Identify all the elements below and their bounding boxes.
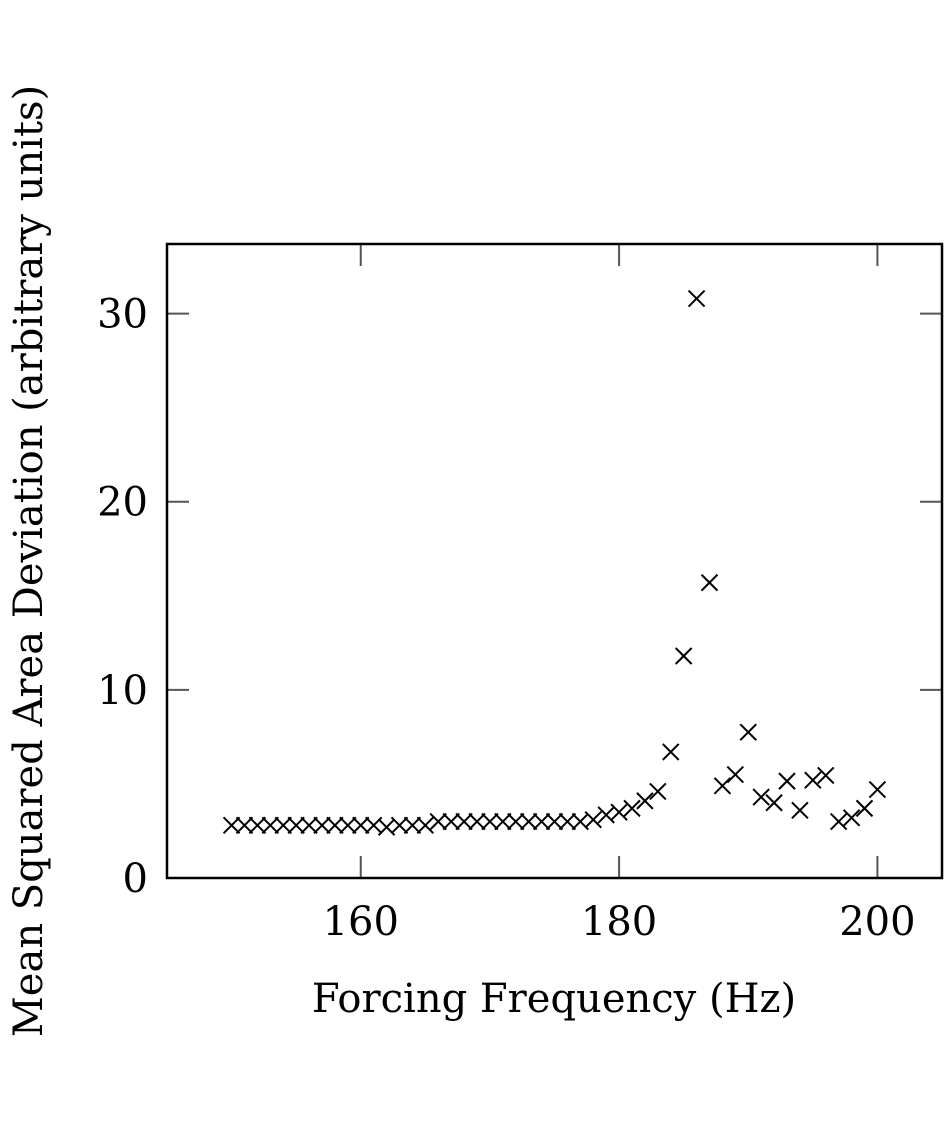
data-point-marker [649, 782, 667, 801]
data-point-marker [494, 812, 512, 831]
data-point-marker [739, 723, 757, 741]
data-point-marker [248, 816, 267, 835]
y-tick-label: 20 [97, 480, 148, 526]
data-point-marker [455, 812, 473, 831]
data-point-marker [326, 816, 344, 835]
axis-ticks: 160 180 200 0 10 20 30 [97, 244, 942, 945]
data-point-marker [817, 766, 835, 785]
data-point-marker [532, 812, 551, 831]
data-point-marker [674, 647, 693, 665]
data-point-marker [300, 816, 318, 835]
data-point-marker [442, 812, 460, 831]
data-point-marker [545, 812, 564, 831]
data-point-marker [339, 816, 357, 835]
data-point-marker [726, 765, 745, 784]
data-point-marker [507, 812, 525, 831]
data-point-marker [416, 816, 435, 835]
data-point-marker [429, 812, 447, 831]
x-tick-label: 200 [839, 899, 915, 945]
data-point-marker [287, 816, 305, 835]
data-point-marker [752, 788, 770, 806]
data-point-marker [855, 799, 874, 818]
data-point-marker [481, 812, 499, 831]
data-point-marker [713, 777, 732, 795]
data-point-marker [765, 794, 783, 812]
y-axis-label: Mean Squared Area Deviation (arbitrary u… [6, 85, 52, 1037]
data-point-marker [842, 809, 861, 827]
data-point-marker [868, 780, 887, 799]
data-point-marker [352, 816, 370, 835]
data-point-marker [804, 771, 822, 789]
data-point-marker [687, 289, 706, 308]
data-point-marker [468, 812, 486, 831]
data-point-marker [623, 799, 641, 818]
data-point-marker [610, 803, 628, 821]
data-point-marker [274, 816, 292, 835]
data-point-marker [390, 816, 409, 835]
y-tick-label: 30 [97, 292, 148, 338]
data-point-marker [558, 812, 577, 831]
x-tick-label: 180 [581, 899, 657, 945]
data-point-marker [313, 816, 331, 835]
data-point-marker [662, 743, 680, 761]
data-point-marker [222, 816, 241, 835]
x-tick-label: 160 [323, 899, 399, 945]
data-point-marker [700, 573, 719, 592]
data-point-marker [403, 816, 422, 835]
data-point-marker [584, 810, 602, 829]
y-tick-label: 0 [123, 856, 148, 902]
y-tick-label: 10 [97, 668, 148, 714]
data-point-marker [778, 772, 796, 790]
plot-frame [165, 242, 944, 880]
data-point-marker [829, 812, 848, 831]
data-point-marker [791, 801, 809, 819]
data-point-marker [261, 816, 280, 835]
data-markers [222, 289, 887, 836]
data-point-marker [636, 792, 654, 810]
x-axis-label: Forcing Frequency (Hz) [312, 976, 796, 1022]
data-point-marker [519, 812, 538, 831]
data-point-marker [235, 816, 254, 835]
